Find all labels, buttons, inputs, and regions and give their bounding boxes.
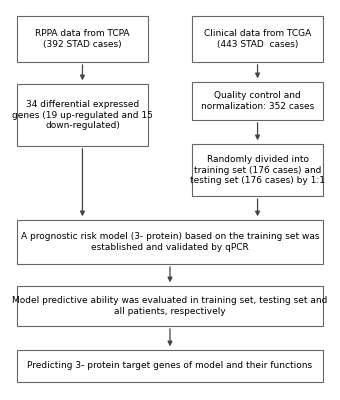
Text: Clinical data from TCGA
(443 STAD  cases): Clinical data from TCGA (443 STAD cases): [204, 29, 311, 49]
Text: Model predictive ability was evaluated in training set, testing set and
all pati: Model predictive ability was evaluated i…: [12, 296, 328, 316]
Text: Quality control and
normalization: 352 cases: Quality control and normalization: 352 c…: [201, 91, 314, 111]
FancyBboxPatch shape: [17, 16, 148, 62]
Text: 34 differential expressed
genes (19 up-regulated and 15
down-regulated): 34 differential expressed genes (19 up-r…: [12, 100, 153, 130]
FancyBboxPatch shape: [192, 82, 323, 120]
FancyBboxPatch shape: [17, 350, 323, 382]
Text: Predicting 3- protein target genes of model and their functions: Predicting 3- protein target genes of mo…: [28, 362, 312, 370]
FancyBboxPatch shape: [192, 16, 323, 62]
Text: RPPA data from TCPA
(392 STAD cases): RPPA data from TCPA (392 STAD cases): [35, 29, 130, 49]
Text: A prognostic risk model (3- protein) based on the training set was
established a: A prognostic risk model (3- protein) bas…: [21, 232, 319, 252]
FancyBboxPatch shape: [17, 84, 148, 146]
FancyBboxPatch shape: [17, 286, 323, 326]
FancyBboxPatch shape: [17, 220, 323, 264]
FancyBboxPatch shape: [192, 144, 323, 196]
Text: Randomly divided into
training set (176 cases) and
testing set (176 cases) by 1:: Randomly divided into training set (176 …: [190, 155, 325, 185]
